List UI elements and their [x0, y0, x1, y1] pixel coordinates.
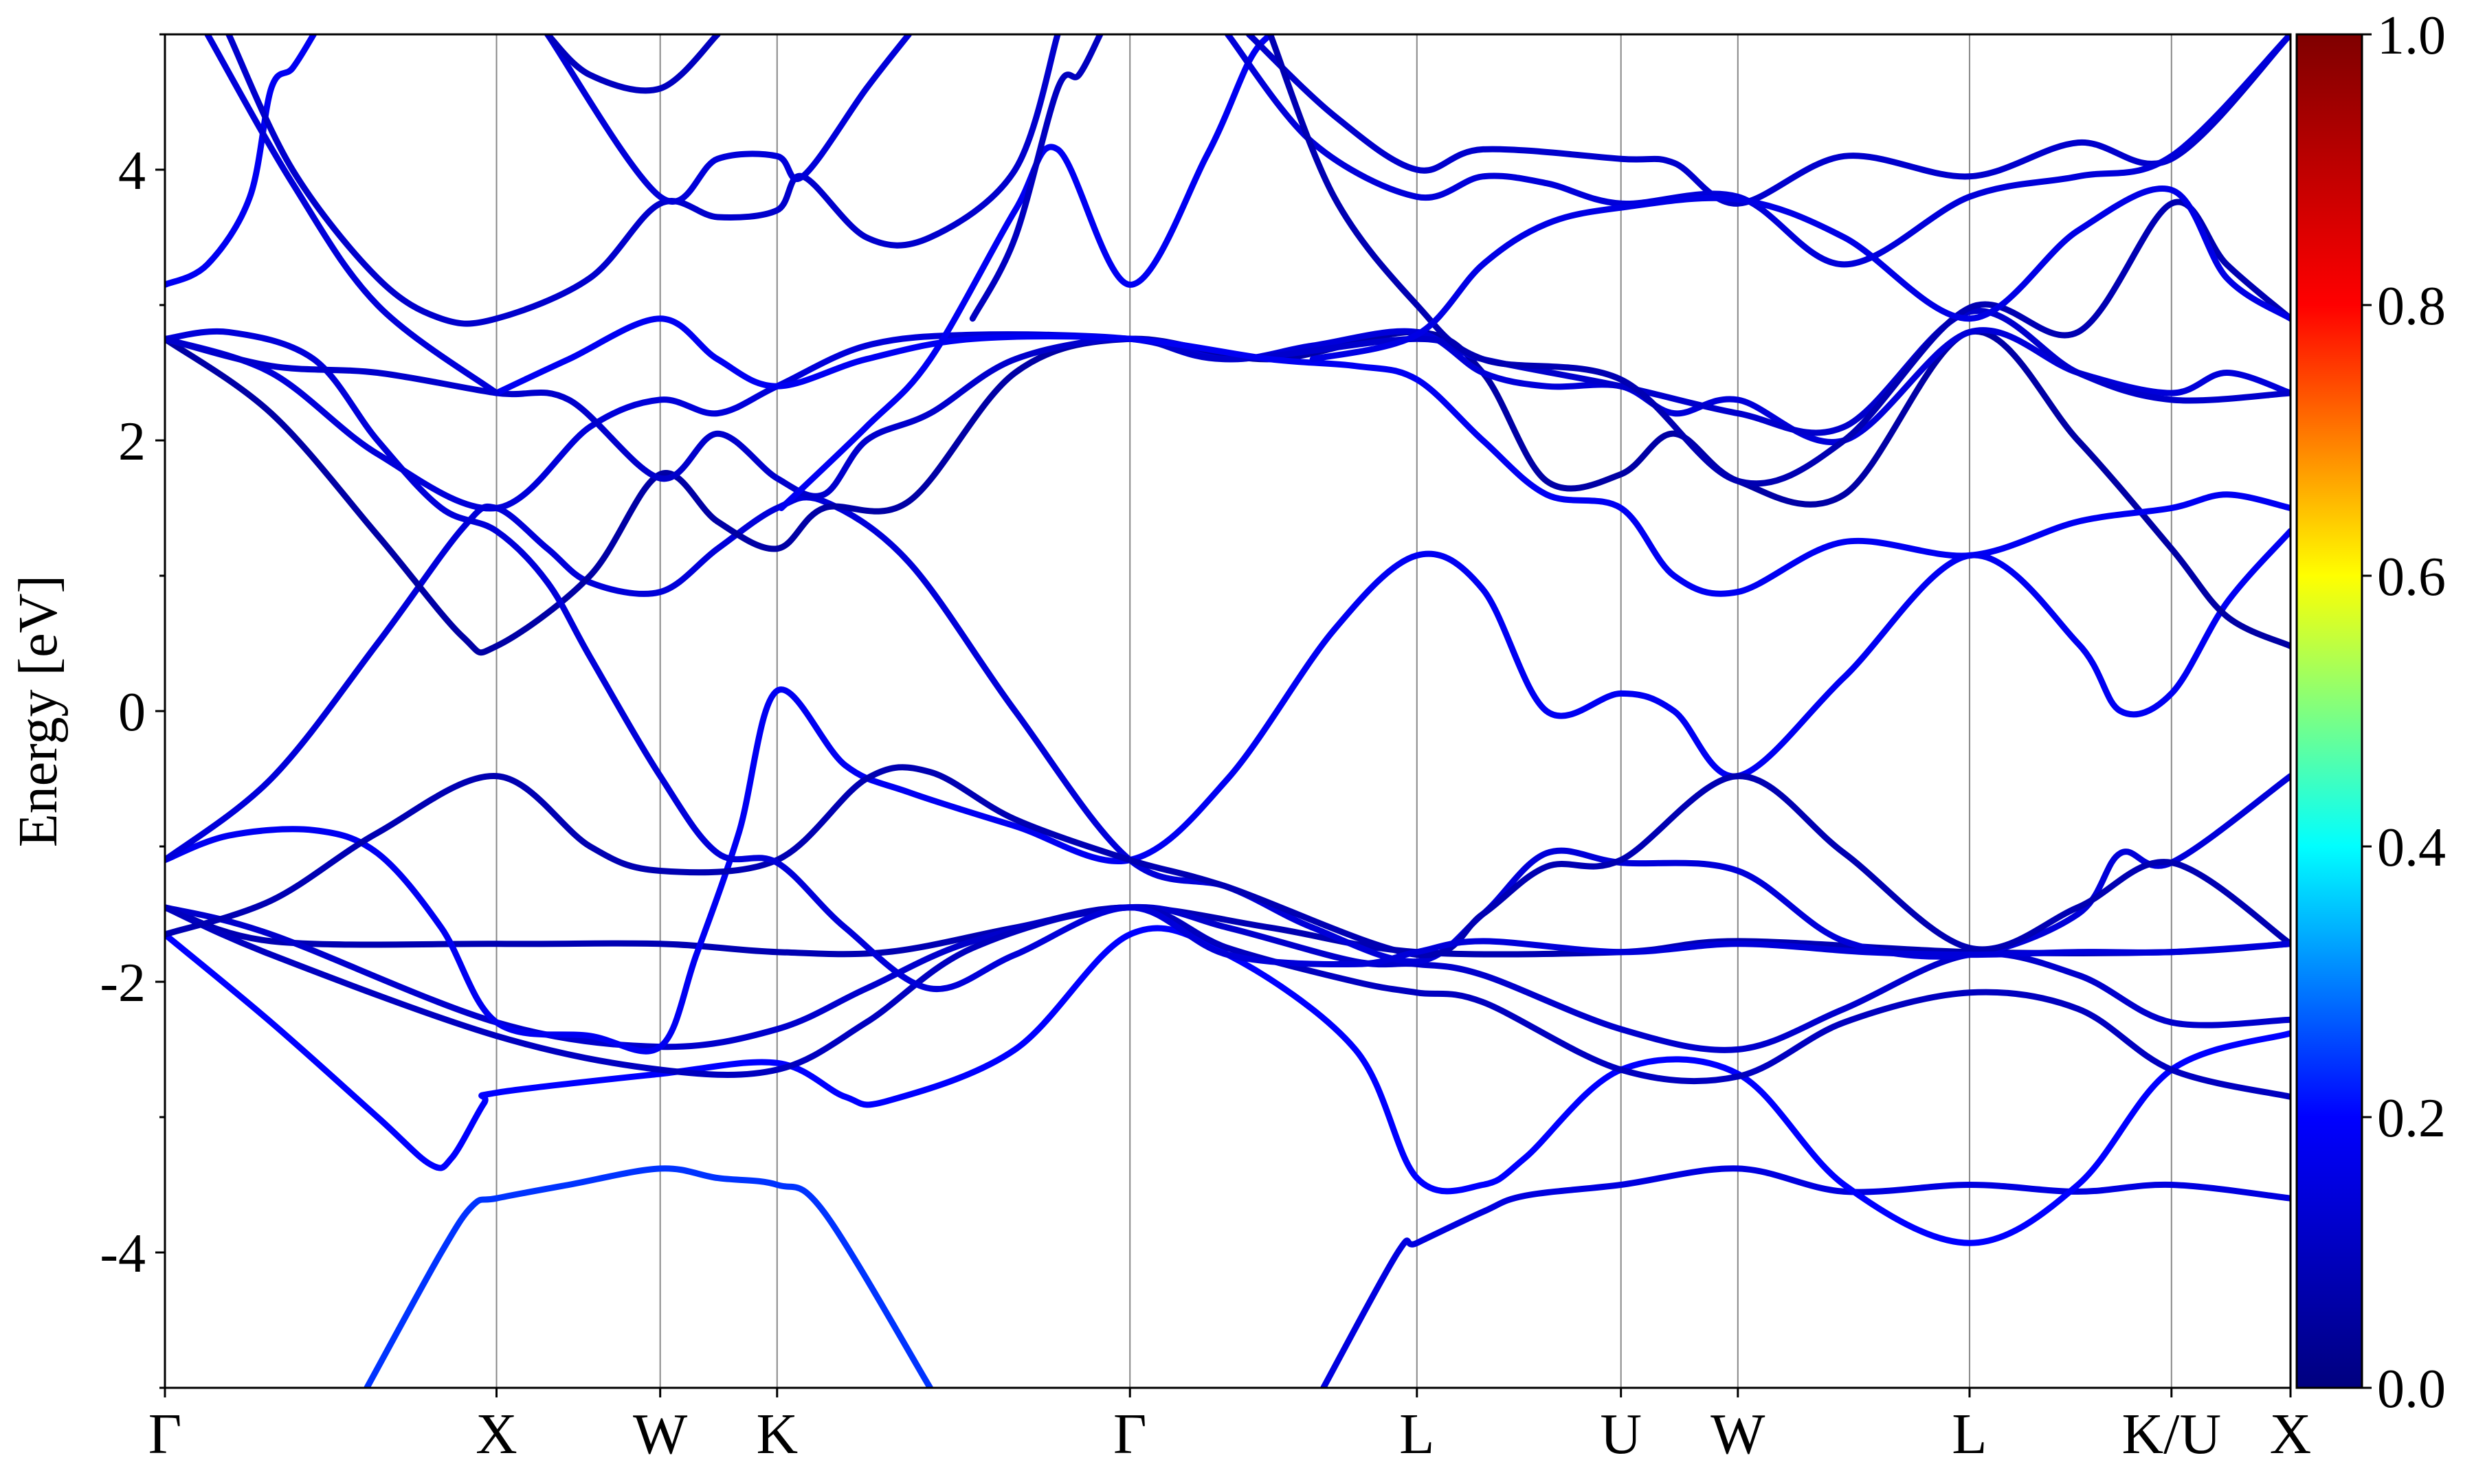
- band-line: [165, 328, 2291, 993]
- band-line: [364, 1165, 933, 1388]
- band-line: [204, 34, 500, 396]
- colorbar-tick-label: 0.8: [2377, 276, 2446, 337]
- band-line: [1267, 34, 2291, 487]
- x-tick-label: W: [1710, 1402, 1765, 1466]
- colorbar-tick-label: 0.2: [2377, 1088, 2446, 1149]
- x-tick-label: X: [476, 1402, 517, 1466]
- band-line: [165, 34, 317, 288]
- y-tick-label: 0: [118, 682, 146, 743]
- band-line: [165, 903, 2291, 1053]
- y-tick-label: -2: [100, 953, 146, 1013]
- high-symmetry-lines: [495, 34, 2172, 1388]
- band-line: [778, 34, 1273, 511]
- band-line: [544, 34, 912, 205]
- x-axis-ticks: Γ X W K Γ L U W L K/U X: [148, 1388, 2312, 1466]
- band-line: [969, 34, 1104, 322]
- colorbar-tick-label: 0.6: [2377, 547, 2446, 607]
- colorbar-tick-label: 1.0: [2377, 5, 2446, 66]
- band-line: [165, 904, 2291, 1100]
- band-line: [165, 328, 2291, 656]
- x-tick-label: L: [1952, 1402, 1987, 1466]
- x-tick-label: Γ: [148, 1402, 182, 1466]
- band-line: [165, 528, 2291, 1055]
- band-line: [165, 494, 2291, 965]
- colorbar-ticks: 0.0 0.2 0.4 0.6 0.8 1.0: [2362, 5, 2446, 1419]
- band-line: [1309, 186, 2291, 363]
- band-line: [493, 315, 2291, 597]
- y-tick-label: 2: [118, 412, 146, 472]
- y-axis-label: Energy [eV]: [8, 575, 69, 847]
- y-tick-label: -4: [100, 1224, 146, 1284]
- band-line: [165, 764, 2291, 958]
- colorbar: [2295, 33, 2363, 1389]
- x-tick-label: U: [1600, 1402, 1642, 1466]
- y-tick-label: 4: [118, 141, 146, 201]
- colorbar-tick-label: 0.4: [2377, 818, 2446, 878]
- x-tick-label: L: [1399, 1402, 1434, 1466]
- y-axis-ticks: -4 -2 0 2 4: [100, 33, 165, 1389]
- band-line: [544, 34, 721, 94]
- x-tick-label: Γ: [1113, 1402, 1147, 1466]
- band-line: [1225, 34, 2291, 268]
- x-tick-label: K/U: [2121, 1402, 2221, 1466]
- colorbar-tick-label: 0.0: [2377, 1359, 2446, 1419]
- band-lines: [165, 34, 2291, 1388]
- band-line: [165, 925, 2291, 1246]
- band-line: [1245, 34, 2291, 207]
- band-line: [1320, 1165, 2291, 1388]
- x-tick-label: K: [756, 1402, 798, 1466]
- x-tick-label: X: [2270, 1402, 2312, 1466]
- band-line: [165, 307, 2291, 499]
- x-tick-label: W: [633, 1402, 688, 1466]
